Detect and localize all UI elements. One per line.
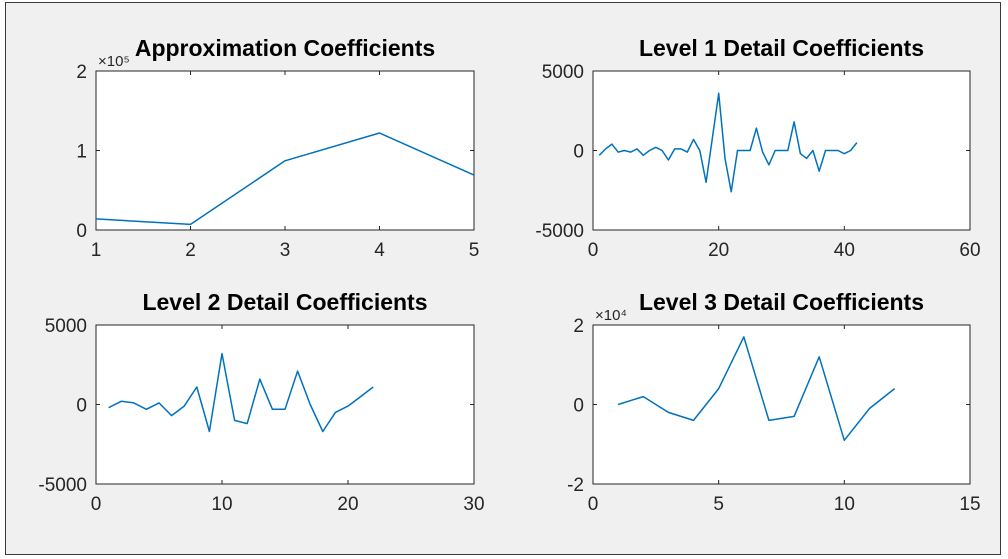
subplot-title: Level 3 Detail Coefficients	[639, 289, 924, 315]
axes-box	[95, 70, 475, 231]
axis-exponent-label: ×10⁴	[595, 307, 627, 324]
series-line	[95, 132, 475, 226]
y-tick-label: 0	[573, 142, 584, 163]
y-tick-label: 5000	[45, 316, 87, 337]
x-tick-label: 5	[713, 494, 724, 515]
axes-box	[592, 324, 971, 485]
x-tick-label: 10	[834, 494, 855, 515]
y-tick-label: -2	[567, 475, 584, 496]
x-tick-label: 5	[469, 240, 480, 261]
x-tick-label: 0	[588, 240, 599, 261]
series-line	[108, 352, 374, 433]
x-tick-label: 2	[185, 240, 196, 261]
x-tick-label: 40	[834, 240, 855, 261]
series-line	[617, 336, 896, 442]
y-tick-label: 2	[573, 316, 584, 337]
x-tick-label: 0	[91, 494, 102, 515]
y-tick-label: -5000	[38, 475, 87, 496]
x-tick-label: 30	[463, 494, 484, 515]
y-tick-label: 1	[76, 142, 87, 163]
x-tick-label: 10	[211, 494, 232, 515]
y-tick-label: 5000	[542, 62, 584, 83]
subplot-title: Level 2 Detail Coefficients	[142, 289, 427, 315]
subplot-title: Approximation Coefficients	[135, 35, 435, 61]
x-tick-label: 20	[337, 494, 358, 515]
x-tick-label: 4	[374, 240, 385, 261]
x-tick-label: 0	[588, 494, 599, 515]
x-tick-label: 60	[959, 240, 980, 261]
x-tick-label: 3	[280, 240, 291, 261]
x-tick-label: 1	[91, 240, 102, 261]
y-tick-label: 0	[76, 221, 87, 242]
series-line	[598, 92, 858, 193]
subplot-title: Level 1 Detail Coefficients	[639, 35, 924, 61]
y-tick-label: -5000	[535, 221, 584, 242]
x-tick-label: 20	[708, 240, 729, 261]
y-tick-label: 2	[76, 62, 87, 83]
y-tick-label: 0	[76, 396, 87, 417]
axis-exponent-label: ×10⁵	[98, 53, 130, 70]
y-tick-label: 0	[573, 396, 584, 417]
x-tick-label: 15	[959, 494, 980, 515]
axes-box	[95, 324, 475, 485]
